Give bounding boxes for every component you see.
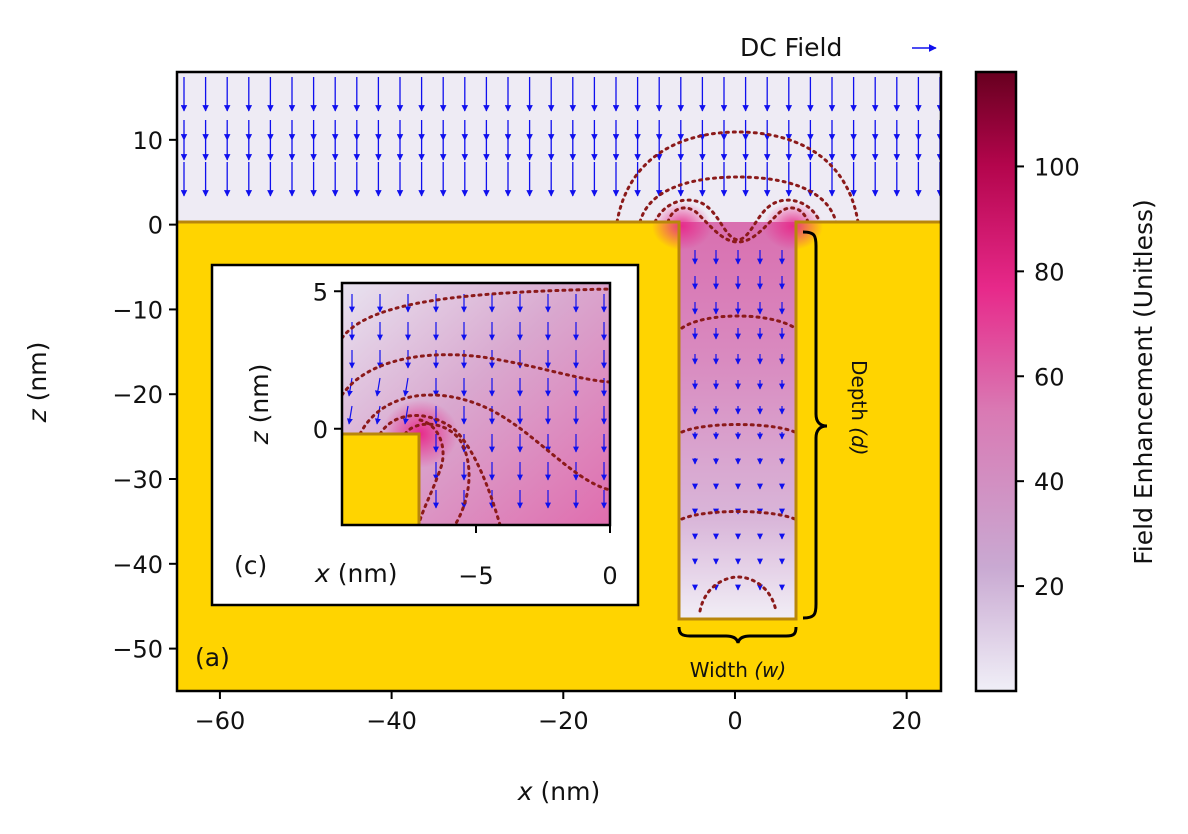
inset-x-tick-label: −5 bbox=[458, 562, 493, 590]
y-tick-label: −20 bbox=[112, 381, 163, 409]
inset-contour bbox=[342, 287, 610, 340]
x-tick-label: 20 bbox=[891, 707, 922, 735]
inset-gold-edge bbox=[342, 432, 421, 525]
inset-x-axis-label: x (nm) bbox=[314, 559, 397, 588]
contour bbox=[680, 314, 797, 330]
y-tick-label: −40 bbox=[112, 551, 163, 579]
gold-surface-edge bbox=[177, 220, 941, 621]
contour bbox=[698, 575, 778, 613]
x-tick-label: −60 bbox=[195, 707, 246, 735]
colorbar-tick-label: 40 bbox=[1034, 468, 1065, 496]
inset-arrow bbox=[402, 405, 409, 425]
inset-contour bbox=[418, 418, 445, 522]
inset-ticks: −5 0 5 0 bbox=[313, 278, 618, 590]
inset-contour bbox=[358, 393, 610, 492]
colorbar-tick-label: 60 bbox=[1034, 363, 1065, 391]
panel-label-c: (c) bbox=[234, 551, 267, 580]
main-axes-frame bbox=[175, 70, 943, 693]
inset-contour bbox=[342, 353, 610, 397]
inset-arrow bbox=[346, 405, 353, 425]
inset-arrow bbox=[346, 377, 353, 397]
depth-brace bbox=[802, 230, 828, 620]
contour bbox=[680, 423, 797, 434]
contour bbox=[638, 175, 838, 224]
trench-field-vectors bbox=[692, 250, 785, 591]
inset-gold-corner bbox=[342, 434, 419, 525]
contour bbox=[615, 130, 860, 224]
width-label: Width (w) bbox=[690, 658, 786, 682]
contour bbox=[653, 198, 822, 242]
inset-arrow bbox=[374, 405, 381, 425]
colorbar-tick-label: 100 bbox=[1034, 153, 1080, 181]
inset-arrow bbox=[374, 377, 381, 397]
x-tick-label: −20 bbox=[538, 707, 589, 735]
inset-field-vectors bbox=[346, 294, 607, 509]
y-tick-label: −30 bbox=[112, 466, 163, 494]
dc-field-legend-label: DC Field bbox=[740, 33, 842, 62]
x-tick-label: −40 bbox=[366, 707, 417, 735]
inset-contour bbox=[403, 422, 471, 525]
colorbar-label: Field Enhancement (Unitless) bbox=[1129, 199, 1158, 565]
gold-right bbox=[796, 222, 941, 691]
panel-label-a: (a) bbox=[195, 643, 230, 672]
colorbar-tick-label: 20 bbox=[1034, 573, 1065, 601]
y-tick-label: −50 bbox=[112, 636, 163, 664]
colorbar bbox=[974, 70, 1018, 693]
y-tick-label: 0 bbox=[148, 212, 163, 240]
y-tick-label: 10 bbox=[132, 127, 163, 155]
inset-x-tick-label: 0 bbox=[602, 562, 617, 590]
inset-y-axis-label: z (nm) bbox=[245, 364, 274, 446]
x-tick-label: 0 bbox=[727, 707, 742, 735]
inset-panel: (c) x (nm) z (nm) −5 0 5 0 bbox=[210, 263, 640, 607]
colorbar-tick-label: 80 bbox=[1034, 258, 1065, 286]
colorbar-ticks: 20 40 60 80 100 bbox=[1016, 153, 1080, 601]
y-axis-label: z (nm) bbox=[23, 342, 52, 424]
depth-label: Depth (d) bbox=[847, 360, 871, 456]
y-tick-label: −10 bbox=[112, 296, 163, 324]
field-contours bbox=[615, 130, 860, 613]
gold-bottom bbox=[679, 619, 796, 691]
inset-y-tick-label: 0 bbox=[313, 416, 328, 444]
x-axis-label: x (nm) bbox=[517, 777, 600, 806]
inset-y-tick-label: 5 bbox=[313, 278, 328, 306]
inset-arrow bbox=[402, 377, 409, 397]
inset-contour bbox=[378, 414, 502, 525]
contour bbox=[680, 510, 797, 521]
width-brace bbox=[677, 626, 798, 644]
field-vectors bbox=[180, 77, 941, 197]
